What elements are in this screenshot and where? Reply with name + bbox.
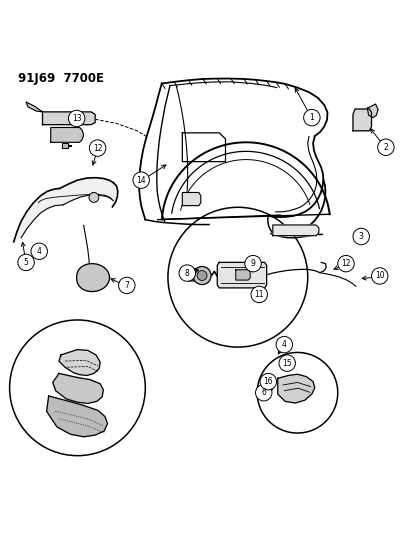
Text: 7: 7 (124, 281, 129, 290)
Text: 12: 12 (93, 143, 102, 152)
Circle shape (133, 172, 149, 188)
Circle shape (192, 266, 211, 285)
Circle shape (68, 110, 85, 127)
Polygon shape (188, 269, 203, 281)
Circle shape (89, 140, 106, 156)
Polygon shape (352, 109, 370, 131)
Text: 5: 5 (24, 258, 28, 267)
Polygon shape (14, 177, 117, 242)
Text: 2: 2 (382, 143, 387, 152)
Circle shape (250, 286, 267, 303)
Text: 14: 14 (136, 176, 146, 184)
Polygon shape (26, 102, 43, 112)
Circle shape (197, 271, 206, 280)
Circle shape (259, 374, 276, 390)
Text: 15: 15 (282, 359, 291, 368)
Circle shape (278, 355, 295, 372)
Text: 13: 13 (72, 114, 81, 123)
Text: 4: 4 (37, 247, 42, 256)
Circle shape (244, 255, 261, 272)
Circle shape (178, 265, 195, 281)
Circle shape (89, 192, 99, 203)
Circle shape (377, 139, 393, 156)
Polygon shape (53, 374, 103, 403)
Text: 11: 11 (254, 290, 263, 299)
Circle shape (18, 254, 34, 271)
Circle shape (352, 228, 368, 245)
Polygon shape (277, 374, 314, 403)
Text: 8: 8 (185, 269, 189, 278)
Polygon shape (76, 264, 109, 292)
Text: 3: 3 (358, 232, 363, 241)
Polygon shape (272, 225, 318, 236)
Text: 16: 16 (263, 377, 273, 386)
Circle shape (275, 336, 292, 353)
Polygon shape (47, 396, 107, 437)
Text: 12: 12 (340, 259, 350, 268)
Text: 1: 1 (309, 113, 313, 122)
Polygon shape (217, 262, 266, 288)
Polygon shape (182, 192, 200, 206)
Circle shape (255, 384, 271, 401)
Polygon shape (366, 104, 377, 118)
Text: 9: 9 (250, 259, 255, 268)
Text: 91J69  7700E: 91J69 7700E (18, 72, 104, 85)
Circle shape (370, 268, 387, 284)
Circle shape (31, 243, 47, 260)
Text: 4: 4 (281, 340, 286, 349)
Text: 10: 10 (374, 271, 384, 280)
Polygon shape (59, 350, 100, 375)
Circle shape (118, 277, 135, 294)
Polygon shape (51, 127, 83, 142)
Text: 6: 6 (261, 388, 266, 397)
Circle shape (337, 255, 354, 272)
Circle shape (303, 109, 319, 126)
Polygon shape (62, 143, 71, 148)
Polygon shape (43, 112, 95, 125)
Polygon shape (235, 270, 249, 280)
